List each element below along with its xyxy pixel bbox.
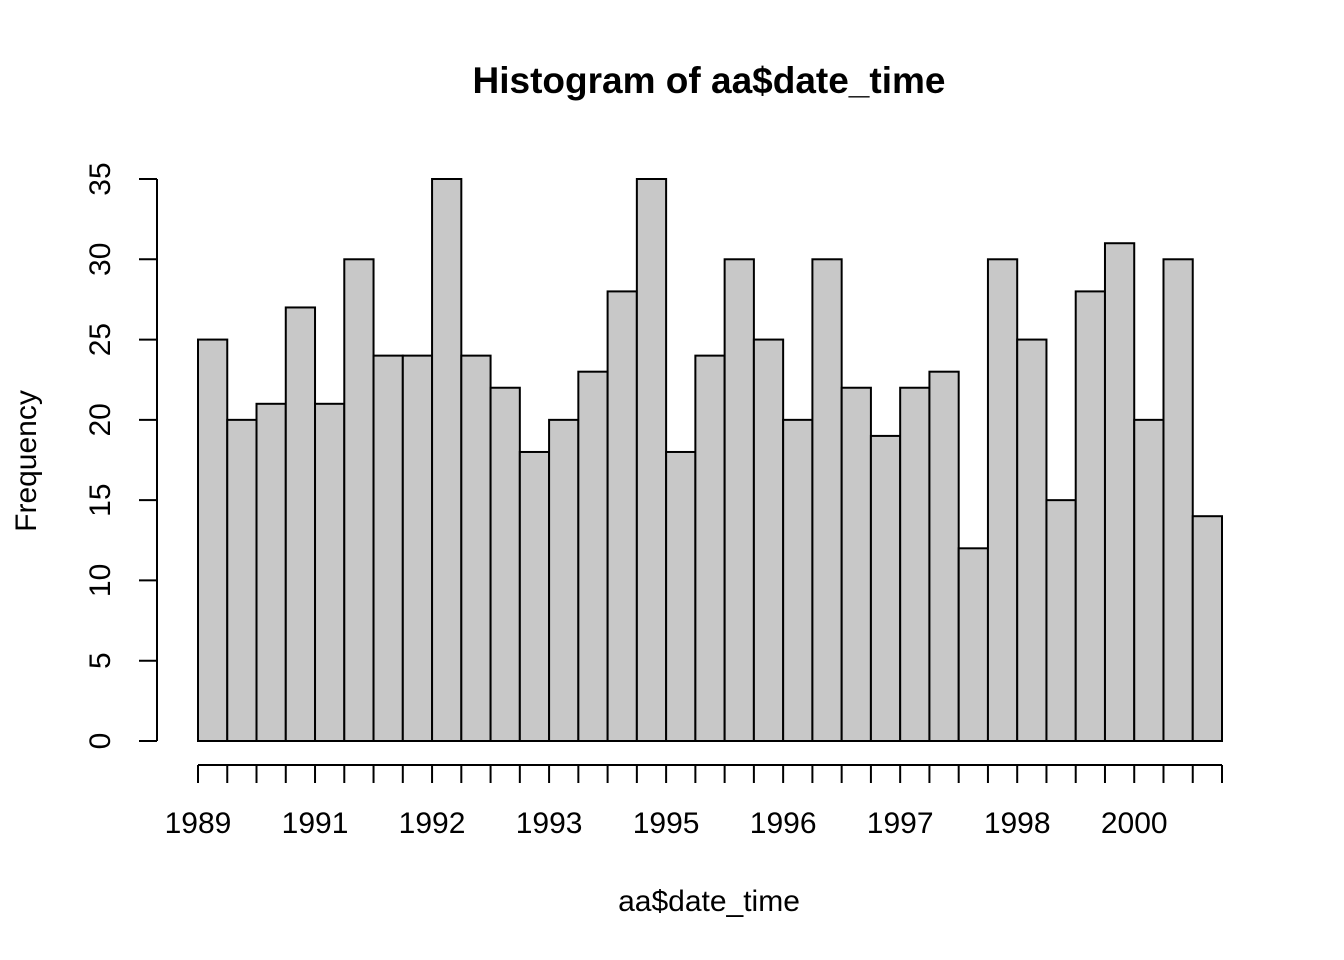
- histogram-bar: [1133, 418, 1165, 742]
- x-axis-title: aa$date_time: [618, 885, 800, 918]
- x-tick-label: 1997: [867, 807, 934, 840]
- histogram-bar: [840, 386, 872, 742]
- y-tick-label: 0: [84, 733, 117, 750]
- y-tick-label: 15: [84, 483, 117, 516]
- histogram-bar: [372, 354, 404, 742]
- x-tick-label: 1992: [399, 807, 466, 840]
- histogram-bar: [723, 258, 755, 742]
- histogram-bar: [811, 258, 843, 742]
- histogram-bar: [1103, 242, 1136, 742]
- histogram-bar: [986, 258, 1019, 742]
- histogram-bar: [606, 290, 638, 742]
- histogram-bar: [518, 450, 551, 742]
- x-tick-label: 1991: [282, 807, 349, 840]
- histogram-bar: [752, 338, 785, 742]
- y-axis-title: Frequency: [10, 390, 43, 532]
- histogram-bar: [635, 178, 668, 742]
- histogram-bar: [401, 354, 434, 742]
- chart-title: Histogram of aa$date_time: [473, 60, 946, 101]
- histogram-bar: [1016, 338, 1048, 742]
- histogram-bar: [1162, 258, 1194, 742]
- histogram-bar: [1074, 290, 1106, 742]
- x-tick-label: 1993: [516, 807, 583, 840]
- histogram-bar: [1191, 515, 1223, 743]
- x-tick-label: 1989: [165, 807, 232, 840]
- histogram-bar: [197, 338, 229, 742]
- histogram-bar: [869, 434, 902, 742]
- histogram-bar: [431, 178, 463, 742]
- histogram-bar: [577, 370, 609, 742]
- y-tick-label: 20: [84, 403, 117, 436]
- x-axis: 1989 1991 1992 1993 1995 1996 1997 1998 2000: [165, 764, 1223, 840]
- x-tick-label: 1995: [633, 807, 700, 840]
- y-tick-label: 5: [84, 652, 117, 669]
- histogram-bar: [343, 258, 375, 742]
- y-tick-label: 10: [84, 564, 117, 597]
- histogram-bar: [899, 386, 931, 742]
- histogram-bar: [284, 306, 317, 742]
- histogram-bar: [1045, 499, 1077, 742]
- y-tick-label: 25: [84, 323, 117, 356]
- histogram-bar: [782, 418, 814, 742]
- histogram-bar: [928, 370, 960, 742]
- histogram-bar: [460, 354, 492, 742]
- histogram-bar: [694, 354, 726, 742]
- y-tick-label: 35: [84, 162, 117, 195]
- histogram-bar: [957, 547, 989, 742]
- histogram-bar: [255, 402, 287, 742]
- y-tick-label: 30: [84, 243, 117, 276]
- histogram-bar: [489, 386, 521, 742]
- x-tick-label: 2000: [1101, 807, 1168, 840]
- histogram-bar: [548, 418, 580, 742]
- bars-group: [197, 178, 1223, 743]
- x-tick-label: 1998: [984, 807, 1051, 840]
- histogram-bar: [314, 402, 346, 742]
- histogram-bar: [226, 418, 258, 742]
- x-tick-label: 1996: [750, 807, 817, 840]
- histogram-bar: [665, 450, 697, 742]
- y-axis: 0 5 10 15 20 25 30 35: [84, 162, 158, 750]
